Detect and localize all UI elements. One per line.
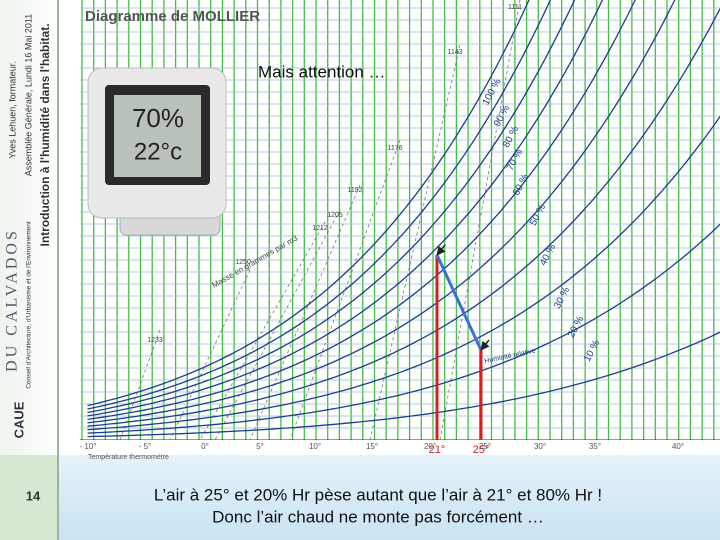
logo: CAUE (11, 401, 26, 438)
humidity-curve (87, 0, 604, 417)
marker-label: 21° (429, 444, 446, 456)
caption-line: L’air à 25° et 20% Hr pèse autant que l’… (154, 485, 602, 504)
marker-label: 25° (473, 444, 490, 456)
page-number: 14 (26, 488, 41, 503)
humidity-label: 70 % (505, 147, 525, 172)
temperature-label: 35° (589, 442, 601, 451)
temperature-label: - 5° (139, 442, 152, 451)
sidebar-foot (0, 455, 58, 540)
org: DU CALVADOS (4, 228, 21, 372)
humidity-curve (87, 331, 720, 438)
diagram-title: Diagramme de MOLLIER (85, 8, 260, 25)
comparison-line (435, 254, 483, 351)
caption-line: Donc l’air chaud ne monte pas forcément … (212, 507, 544, 526)
humidity-curve (87, 0, 530, 407)
density-line (249, 184, 361, 440)
humidity-curve (87, 0, 552, 410)
humidity-curve (87, 0, 676, 424)
arrow (480, 339, 490, 351)
density-label: 1111 (508, 4, 522, 11)
density-label: 1192 (347, 187, 362, 194)
density-line (289, 139, 401, 440)
temperature-label: 15° (366, 442, 378, 451)
temperature-label: 30° (534, 442, 546, 451)
temperature-label: 20° (424, 442, 436, 451)
density-line (169, 269, 251, 440)
hygrometer-temperature: 22°c (134, 138, 182, 165)
slide-heading: Mais attention … (258, 62, 386, 81)
density-line (214, 209, 341, 440)
temperature-label: 10° (309, 442, 321, 451)
temperature-label: 40° (672, 442, 684, 451)
density-label: 1250 (235, 259, 251, 266)
density-line (439, 0, 521, 440)
density-axis: Masse en grammes par m3 (210, 233, 299, 290)
org-full: Conseil d'Architecture, d'Urbanisme et d… (26, 221, 33, 389)
humidity-curve (87, 115, 720, 431)
humidity-label: 20 % (566, 314, 586, 339)
density-line (369, 44, 461, 440)
author: Yves Lehuen, formateur. (7, 61, 17, 159)
hygrometer-humidity: 70% (132, 103, 184, 133)
temperature-label: 0° (201, 442, 209, 451)
humidity-curve (87, 0, 576, 414)
arrow (436, 244, 446, 256)
caption-band (0, 455, 720, 540)
event: Assemblée Générale, Lundi 16 Mai 2011 (23, 14, 33, 176)
sidebar (0, 0, 58, 540)
topic: Introduction à l'humidité dans l'habitat… (38, 23, 52, 246)
temperature-label: - 10° (80, 442, 97, 451)
density-label: 1176 (387, 145, 402, 152)
density-label: 1205 (327, 212, 343, 219)
humidity-curve (87, 7, 720, 427)
density-label: 1233 (147, 337, 163, 344)
temperature-axis: Température thermomètre (88, 454, 169, 461)
density-label: 1143 (447, 49, 462, 56)
density-label: 1212 (312, 225, 328, 232)
humidity-curve (87, 223, 720, 434)
humidity-curve (87, 0, 636, 421)
temperature-label: 25° (479, 442, 491, 451)
humidity-label: 40 % (538, 242, 558, 267)
hygrometer: 70% 22°c (87, 67, 227, 236)
temperature-label: 5° (256, 442, 264, 451)
